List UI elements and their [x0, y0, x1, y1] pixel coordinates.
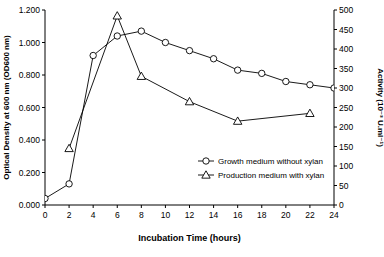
y2-tick: [334, 107, 337, 108]
y2-tick-label: 350: [339, 64, 353, 74]
x-tick: [69, 205, 70, 208]
data-point: [210, 56, 216, 62]
data-point: [45, 195, 48, 201]
data-point: [306, 109, 314, 116]
chart-container: 0.000 0.200 0.400 0.600 0.800 1.000 1.200 0 50 10…: [0, 0, 384, 257]
x-tick: [309, 205, 310, 208]
x-tick-label: 24: [329, 210, 339, 220]
data-point: [259, 70, 265, 76]
data-point: [66, 181, 72, 187]
y-tick-label: 0.200: [19, 168, 41, 178]
y2-tick-label: 300: [339, 83, 353, 93]
y-tick-label: 1.000: [19, 38, 41, 48]
x-tick-label: 0: [43, 210, 48, 220]
legend: Growth medium without xylan Production me…: [198, 157, 324, 180]
data-point: [331, 85, 334, 91]
y-tick: [42, 107, 45, 108]
data-point: [186, 47, 192, 53]
data-point: [162, 39, 168, 45]
x-tick: [165, 205, 166, 208]
data-point: [137, 72, 145, 79]
y-tick-label: 0.400: [19, 135, 41, 145]
x-tick-label: 8: [139, 210, 144, 220]
data-point: [185, 97, 193, 104]
y-tick: [42, 75, 45, 76]
y-tick-label: 0.600: [19, 103, 41, 113]
data-point: [90, 52, 96, 58]
y2-tick-label: 450: [339, 25, 353, 35]
y-tick-label: 1.200: [19, 5, 41, 15]
legend-label: Growth medium without xylan: [218, 157, 323, 166]
y2-tick-label: 500: [339, 5, 353, 15]
y-tick: [42, 10, 45, 11]
x-tick-label: 10: [161, 210, 171, 220]
plot-area: [45, 12, 334, 202]
x-tick-label: 22: [305, 210, 315, 220]
x-tick-label: 4: [91, 210, 96, 220]
y2-tick-label: 100: [339, 161, 353, 171]
x-tick: [117, 205, 118, 208]
x-tick: [141, 205, 142, 208]
x-tick: [213, 205, 214, 208]
y2-tick: [334, 88, 337, 89]
y2-tick: [334, 146, 337, 147]
series-line: [69, 16, 310, 149]
data-point: [138, 28, 144, 34]
data-point: [113, 12, 121, 19]
y-tick: [42, 172, 45, 173]
data-point: [65, 144, 73, 151]
x-tick-label: 2: [67, 210, 72, 220]
x-tick: [45, 205, 46, 208]
y2-tick-label: 250: [339, 103, 353, 113]
x-axis-title: Incubation Time (hours): [138, 233, 240, 243]
x-tick: [189, 205, 190, 208]
data-point: [307, 82, 313, 88]
data-point: [233, 117, 241, 124]
y2-tick: [334, 49, 337, 50]
y2-tick-label: 200: [339, 122, 353, 132]
x-tick-label: 20: [281, 210, 291, 220]
y2-tick-label: 150: [339, 142, 353, 152]
x-tick: [237, 205, 238, 208]
y-tick-label: 0.800: [19, 70, 41, 80]
chart-svg: 0.000 0.200 0.400 0.600 0.800 1.000 1.200 0 50 10…: [0, 0, 384, 257]
y-tick: [42, 140, 45, 141]
y2-tick: [334, 185, 337, 186]
y2-tick: [334, 29, 337, 30]
y-axis-title: Optical Density at 600 nm (OD600 nm): [2, 35, 11, 180]
x-tick-label: 12: [185, 210, 195, 220]
legend-label: Production medium with xylan: [218, 171, 324, 180]
data-point: [234, 67, 240, 73]
legend-marker: [202, 171, 210, 178]
y2-tick: [334, 127, 337, 128]
x-tick-label: 6: [115, 210, 120, 220]
data-point: [114, 33, 120, 39]
x-tick: [261, 205, 262, 208]
y2-tick: [334, 68, 337, 69]
data-point: [283, 78, 289, 84]
x-tick: [93, 205, 94, 208]
y2-tick-label: 400: [339, 44, 353, 54]
x-tick-label: 14: [209, 210, 219, 220]
y2-tick: [334, 166, 337, 167]
x-tick: [334, 205, 335, 208]
y2-tick-label: 0: [339, 200, 344, 210]
y2-tick: [334, 10, 337, 11]
series-line: [45, 31, 334, 198]
x-tick: [285, 205, 286, 208]
legend-marker: [203, 158, 209, 164]
x-tick-label: 16: [233, 210, 243, 220]
y-tick: [42, 42, 45, 43]
y2-axis-title: Activity (10⁻³ U.ml⁻¹): [376, 68, 384, 147]
y2-tick-label: 50: [339, 181, 349, 191]
x-tick-label: 18: [257, 210, 267, 220]
y-tick-label: 0.000: [19, 200, 41, 210]
